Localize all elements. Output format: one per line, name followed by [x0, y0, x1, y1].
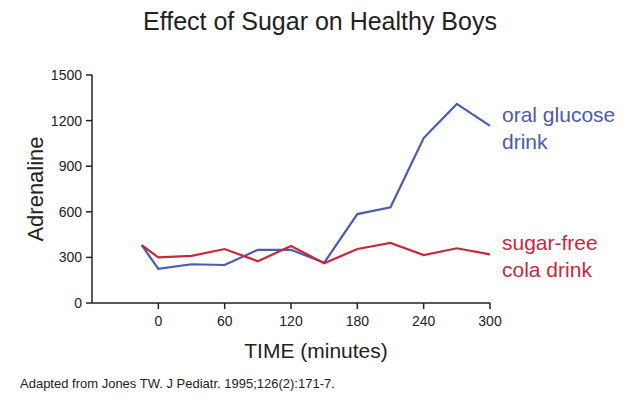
y-tick-label: 600	[59, 204, 83, 220]
x-tick	[357, 303, 359, 309]
y-tick-label: 0	[74, 295, 82, 311]
series-line	[142, 104, 490, 269]
x-tick-label: 300	[478, 313, 502, 329]
x-tick-label: 0	[154, 313, 162, 329]
x-tick-label: 120	[279, 313, 303, 329]
y-axis-line	[91, 75, 93, 303]
x-tick	[224, 303, 226, 309]
x-tick	[489, 303, 491, 309]
x-tick	[158, 303, 160, 309]
y-tick	[86, 74, 92, 76]
y-tick-label: 900	[59, 158, 83, 174]
series-label-line: sugar-free	[502, 231, 598, 254]
y-tick	[86, 211, 92, 213]
series-label-line: cola drink	[502, 258, 592, 281]
x-tick-label: 180	[346, 313, 370, 329]
y-axis-label: Adrenaline	[23, 136, 48, 241]
x-axis-label: TIME (minutes)	[244, 339, 388, 362]
series-label: oral glucose drink	[502, 103, 615, 153]
series-line	[142, 243, 490, 263]
y-tick	[86, 120, 92, 122]
chart: Effect of Sugar on Healthy Boys Adrenalin…	[0, 0, 639, 398]
series-label-line: drink	[502, 130, 548, 153]
plot-area	[142, 104, 490, 269]
x-tick	[290, 303, 292, 309]
y-tick	[86, 165, 92, 167]
title: Effect of Sugar on Healthy Boys	[143, 7, 497, 35]
x-tick-label: 240	[412, 313, 436, 329]
y-tick-label: 1200	[51, 113, 82, 129]
source-note: Adapted from Jones TW. J Pediatr. 1995;1…	[20, 376, 335, 391]
series-label-line: oral glucose	[502, 103, 615, 126]
y-tick	[86, 257, 92, 259]
y-tick	[86, 302, 92, 304]
x-tick	[423, 303, 425, 309]
series-label: sugar-free cola drink	[502, 231, 598, 281]
y-tick-label: 300	[59, 249, 83, 265]
y-tick-label: 1500	[51, 67, 82, 83]
x-tick-label: 60	[217, 313, 233, 329]
